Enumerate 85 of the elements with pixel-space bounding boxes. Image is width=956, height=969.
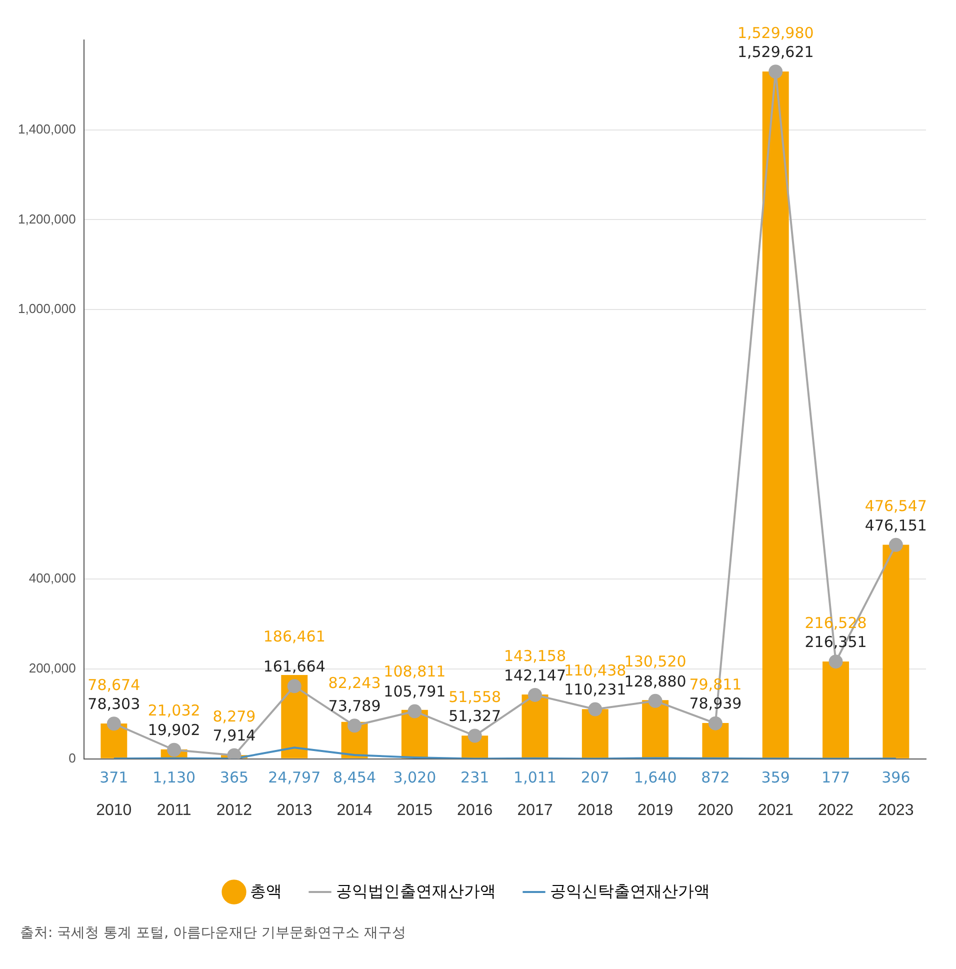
data-label: 1,011 [514,768,556,787]
point [708,716,722,730]
y-tick-label: 0 [68,750,76,766]
source-note: 출처: 국세청 통계 포털, 아름다운재단 기부문화연구소 재구성 [20,924,407,942]
data-label: 24,797 [268,768,321,787]
legend-label: 총액 [250,883,282,900]
data-label: 476,151 [864,516,927,534]
point [408,704,422,718]
data-label: 231 [460,768,490,787]
data-label: 1,130 [152,768,196,787]
x-tick-label: 2012 [216,802,252,819]
bar [822,662,849,758]
x-tick-label: 2018 [577,802,614,819]
data-label: 476,547 [864,497,927,516]
x-tick-label: 2021 [758,802,794,819]
x-tick-label: 2022 [818,802,854,819]
y-tick-label: 1,400,000 [18,121,76,136]
data-label: 21,032 [148,702,200,720]
bar [882,544,910,758]
data-label: 128,880 [624,672,686,690]
x-tick-label: 2014 [336,802,372,819]
data-label: 78,674 [88,676,140,694]
point [588,702,602,716]
point [768,64,783,79]
data-label: 82,243 [328,674,381,692]
x-tick-label: 2013 [276,802,312,819]
data-label: 177 [821,768,850,787]
legend-label: 공익신탁출연재산가액 [550,883,710,900]
data-label: 161,664 [263,658,326,676]
bar [582,709,608,758]
x-tick-label: 2010 [96,802,132,819]
y-tick-label: 1,200,000 [18,211,76,226]
data-label: 19,902 [148,721,200,740]
data-label: 130,520 [624,652,686,671]
data-label: 207 [580,768,610,787]
data-label: 186,461 [263,627,326,646]
data-label: 7,914 [212,726,256,745]
bar [762,71,789,758]
data-label: 8,279 [212,707,256,726]
data-label: 73,789 [328,697,381,716]
point [648,694,662,708]
data-label: 51,558 [448,688,502,706]
x-tick-label: 2015 [396,802,433,819]
point [888,538,903,552]
x-tick-label: 2023 [878,802,914,819]
bar [522,694,548,758]
data-label: 110,231 [564,680,626,699]
data-label: 110,438 [564,662,626,680]
point [106,716,121,731]
y-tick-label: 1,000,000 [18,301,76,316]
data-label: 79,811 [689,675,742,694]
data-label: 78,939 [689,694,742,713]
point [468,728,482,743]
point [528,688,542,702]
point [348,718,362,733]
x-tick-label: 2017 [517,802,553,819]
data-label: 365 [220,768,249,787]
y-tick-label: 200,000 [28,660,76,676]
data-label: 8,454 [333,768,376,787]
y-tick-label: 400,000 [28,570,76,586]
x-tick-label: 2016 [457,802,493,819]
data-label: 3,020 [393,768,436,787]
data-label: 1,640 [634,768,677,787]
data-label: 1,529,980 [737,24,814,42]
data-label: 51,327 [448,707,502,726]
point [828,654,843,669]
data-label: 143,158 [504,646,566,665]
x-tick-label: 2020 [698,802,734,819]
data-label: 216,528 [804,614,867,632]
data-label: 872 [701,768,730,787]
data-label: 78,303 [88,695,140,714]
x-tick-label: 2011 [156,802,192,819]
data-label: 359 [761,768,790,787]
data-label: 105,791 [384,682,446,701]
legend-label: 공익법인출연재산가액 [336,883,496,900]
bar [642,700,669,758]
point [287,679,302,694]
data-label: 142,147 [504,666,566,684]
point [167,742,182,757]
x-tick-label: 2019 [638,802,674,819]
data-label: 216,351 [804,632,867,651]
data-label: 108,811 [384,662,446,680]
data-label: 396 [882,768,910,787]
data-label: 371 [100,768,128,787]
data-label: 1,529,621 [737,43,814,62]
